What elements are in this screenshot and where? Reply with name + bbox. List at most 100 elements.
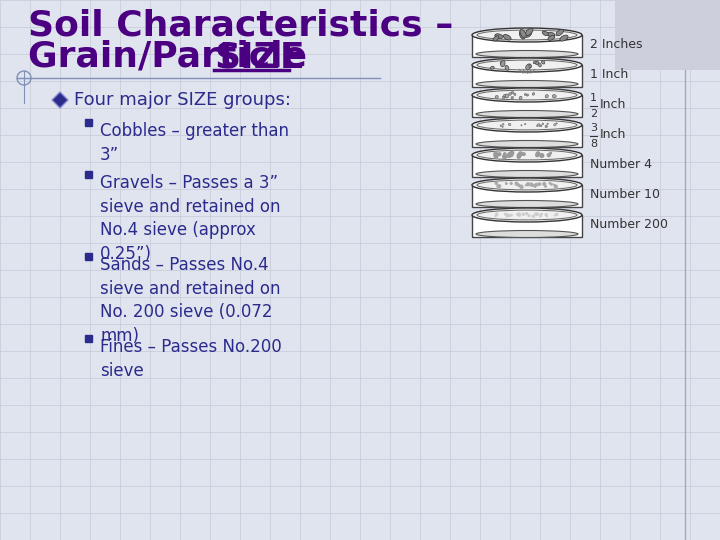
Text: Inch: Inch: [600, 98, 626, 111]
Ellipse shape: [476, 51, 578, 57]
Ellipse shape: [519, 96, 522, 99]
Circle shape: [520, 186, 523, 188]
Bar: [472, 125, 582, 147]
Text: Grain/Particle: Grain/Particle: [28, 40, 320, 74]
Ellipse shape: [526, 64, 531, 70]
Ellipse shape: [509, 92, 511, 95]
Circle shape: [505, 183, 507, 184]
Circle shape: [510, 151, 513, 155]
Circle shape: [517, 156, 521, 158]
Ellipse shape: [537, 124, 540, 126]
Circle shape: [494, 154, 498, 158]
Circle shape: [530, 183, 533, 186]
Ellipse shape: [502, 126, 503, 127]
Ellipse shape: [503, 124, 504, 125]
Circle shape: [519, 215, 521, 216]
Circle shape: [495, 215, 496, 217]
Ellipse shape: [556, 123, 557, 124]
Circle shape: [549, 183, 550, 184]
Ellipse shape: [511, 91, 514, 93]
Circle shape: [534, 185, 535, 186]
Text: 2 Inches: 2 Inches: [590, 38, 642, 51]
Bar: [472, 65, 582, 87]
Text: Number 4: Number 4: [590, 159, 652, 172]
Circle shape: [526, 183, 529, 186]
Ellipse shape: [525, 124, 526, 125]
Ellipse shape: [472, 208, 582, 222]
Text: SIZE: SIZE: [214, 40, 305, 74]
Circle shape: [534, 186, 536, 187]
Circle shape: [519, 152, 523, 156]
Ellipse shape: [547, 123, 549, 124]
Circle shape: [556, 214, 557, 215]
Circle shape: [523, 153, 525, 156]
Circle shape: [494, 152, 498, 156]
Circle shape: [541, 213, 542, 215]
Ellipse shape: [472, 178, 582, 192]
Circle shape: [517, 214, 518, 215]
Ellipse shape: [514, 93, 516, 96]
Ellipse shape: [554, 124, 556, 126]
Circle shape: [496, 214, 498, 215]
Circle shape: [496, 213, 498, 215]
Circle shape: [540, 154, 544, 158]
Circle shape: [527, 183, 528, 185]
Ellipse shape: [539, 125, 541, 126]
Circle shape: [536, 152, 540, 156]
Circle shape: [535, 213, 536, 214]
Circle shape: [508, 215, 510, 217]
Ellipse shape: [538, 63, 541, 67]
Bar: [615, 0, 720, 70]
Circle shape: [531, 185, 533, 186]
Ellipse shape: [526, 32, 531, 37]
Circle shape: [503, 153, 506, 155]
Ellipse shape: [503, 94, 507, 97]
Ellipse shape: [529, 65, 531, 68]
Ellipse shape: [476, 171, 578, 178]
Circle shape: [522, 213, 524, 215]
Circle shape: [505, 213, 507, 215]
Ellipse shape: [508, 123, 511, 126]
Text: Cobbles – greater than
3”: Cobbles – greater than 3”: [100, 122, 289, 164]
Ellipse shape: [476, 231, 578, 238]
Ellipse shape: [541, 60, 545, 64]
Ellipse shape: [536, 125, 538, 126]
Text: 3: 3: [590, 123, 597, 133]
Circle shape: [556, 214, 557, 215]
Circle shape: [536, 213, 538, 215]
Ellipse shape: [472, 148, 582, 162]
Circle shape: [503, 155, 506, 159]
Circle shape: [506, 155, 508, 157]
Ellipse shape: [534, 61, 536, 64]
Bar: [472, 185, 582, 207]
Circle shape: [518, 184, 520, 186]
Ellipse shape: [505, 94, 508, 98]
Text: 2: 2: [590, 109, 597, 119]
Ellipse shape: [526, 94, 528, 96]
Circle shape: [545, 214, 547, 216]
Circle shape: [508, 214, 509, 215]
Text: Inch: Inch: [600, 129, 626, 141]
Circle shape: [547, 154, 550, 157]
Circle shape: [506, 215, 508, 217]
Circle shape: [509, 153, 513, 157]
Ellipse shape: [495, 96, 498, 98]
Circle shape: [518, 214, 519, 215]
Text: Four major SIZE groups:: Four major SIZE groups:: [74, 91, 291, 109]
Circle shape: [518, 213, 520, 215]
Circle shape: [550, 152, 552, 154]
Bar: [84, 118, 91, 125]
Text: 1 Inch: 1 Inch: [590, 69, 629, 82]
Ellipse shape: [532, 92, 534, 95]
Bar: [472, 95, 582, 117]
Ellipse shape: [536, 61, 539, 65]
Text: Sands – Passes No.4
sieve and retained on
No. 200 sieve (0.072
mm): Sands – Passes No.4 sieve and retained o…: [100, 256, 281, 345]
Ellipse shape: [502, 96, 505, 99]
Circle shape: [526, 213, 528, 215]
Text: Soil Characteristics –: Soil Characteristics –: [28, 8, 454, 42]
Circle shape: [536, 153, 539, 157]
Ellipse shape: [521, 125, 522, 126]
Ellipse shape: [545, 125, 547, 127]
Bar: [472, 215, 582, 237]
Ellipse shape: [548, 36, 555, 40]
